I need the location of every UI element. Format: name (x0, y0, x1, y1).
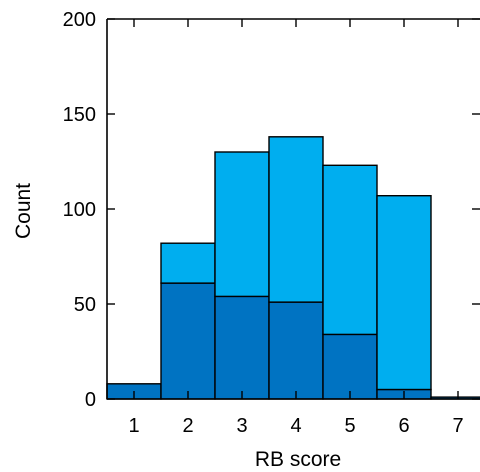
bar-series1-bin-3 (214, 295, 270, 400)
axes-layer (106, 18, 480, 400)
bar-series1-bin-5 (322, 333, 378, 400)
x-tick-label-5: 5 (344, 415, 355, 437)
bar-series2-bin-2 (160, 242, 216, 284)
y-axis-title: Count (12, 183, 35, 239)
x-tick-label-1: 1 (128, 415, 139, 437)
bars-layer (106, 136, 480, 400)
x-tick-label-3: 3 (236, 415, 247, 437)
bar-series1-bin-4 (268, 301, 324, 400)
y-tick-label-150: 150 (63, 104, 96, 126)
bar-series2-bin-6 (376, 194, 432, 391)
bar-series2-bin-4 (268, 136, 324, 303)
x-tick-label-7: 7 (452, 415, 463, 437)
x-tick-label-6: 6 (398, 415, 409, 437)
y-tick-label-100: 100 (63, 199, 96, 221)
x-axis-title: RB score (255, 448, 341, 471)
bar-series2-bin-5 (322, 164, 378, 336)
x-tick-labels: 1 2 3 4 5 6 7 (128, 415, 463, 437)
y-tick-label-0: 0 (85, 389, 96, 411)
y-tick-label-200: 200 (63, 9, 96, 31)
y-tick-labels: 0 50 100 150 200 (63, 9, 96, 411)
y-tick-label-50: 50 (74, 294, 96, 316)
x-tick-label-4: 4 (290, 415, 301, 437)
bar-series2-bin-3 (214, 151, 270, 298)
x-tick-label-2: 2 (182, 415, 193, 437)
bar-series1-bin-2 (160, 282, 216, 400)
